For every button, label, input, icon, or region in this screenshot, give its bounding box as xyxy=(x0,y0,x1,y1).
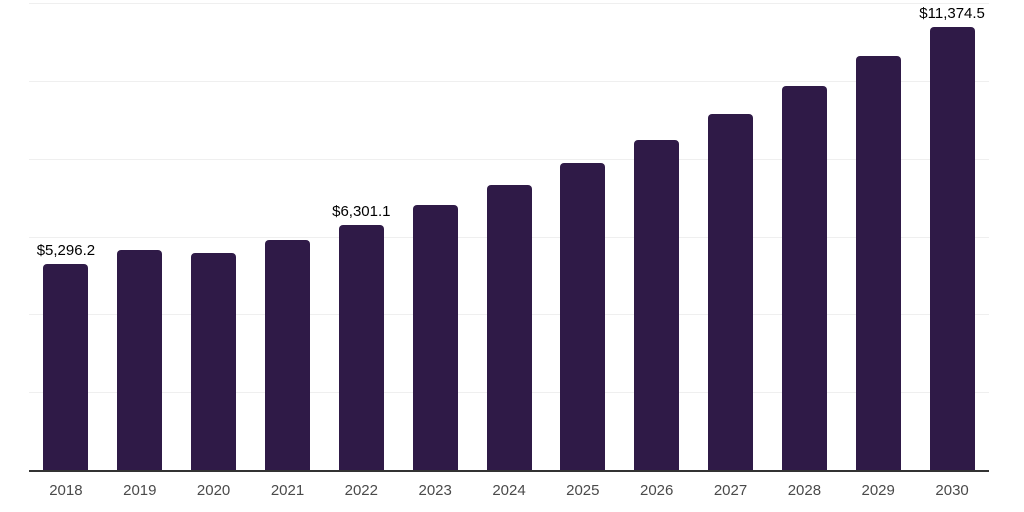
bar-2029 xyxy=(855,56,901,470)
x-tick-label-2018: 2018 xyxy=(49,482,83,499)
x-tick-label-2023: 2023 xyxy=(418,482,452,499)
bar-value-label-2018: $5,296.2 xyxy=(36,241,96,259)
x-tick-label-2024: 2024 xyxy=(492,482,526,499)
bar-2019 xyxy=(117,250,163,470)
bar-2020 xyxy=(191,253,237,470)
x-tick-label-2025: 2025 xyxy=(566,482,600,499)
gridline xyxy=(29,158,989,160)
bar-2022 xyxy=(338,224,384,470)
x-axis: 2018 2019 2020 2021 2022 2023 2024 2025 2026 2027… xyxy=(0,482,1024,504)
bar-2025 xyxy=(560,162,606,470)
bar-2021 xyxy=(265,239,310,470)
plot-area: $5,296.2 $6,301.1 $11,374.5 xyxy=(29,3,989,472)
x-tick-label-2030: 2030 xyxy=(935,482,969,499)
bar-2026 xyxy=(634,139,680,470)
gridline xyxy=(29,80,989,82)
bar-2028 xyxy=(781,85,827,470)
bar-2018 xyxy=(43,263,89,470)
x-tick-label-2020: 2020 xyxy=(196,482,231,499)
x-tick-label-2026: 2026 xyxy=(640,482,674,499)
gridline xyxy=(29,3,989,4)
bar-value-label-2030: $11,374.5 xyxy=(919,5,985,23)
x-tick-label-2022: 2022 xyxy=(344,482,378,499)
x-tick-label-2019: 2019 xyxy=(123,482,157,499)
x-tick-label-2028: 2028 xyxy=(787,482,822,499)
bar-2024 xyxy=(486,184,532,470)
x-tick-label-2027: 2027 xyxy=(713,482,748,499)
bar-value-label-2022: $6,301.1 xyxy=(332,202,391,220)
bar-2023 xyxy=(412,205,458,470)
x-tick-label-2029: 2029 xyxy=(861,482,895,499)
x-tick-label-2021: 2021 xyxy=(270,482,305,499)
bar-2027 xyxy=(708,113,753,470)
bar-2030 xyxy=(929,27,975,470)
